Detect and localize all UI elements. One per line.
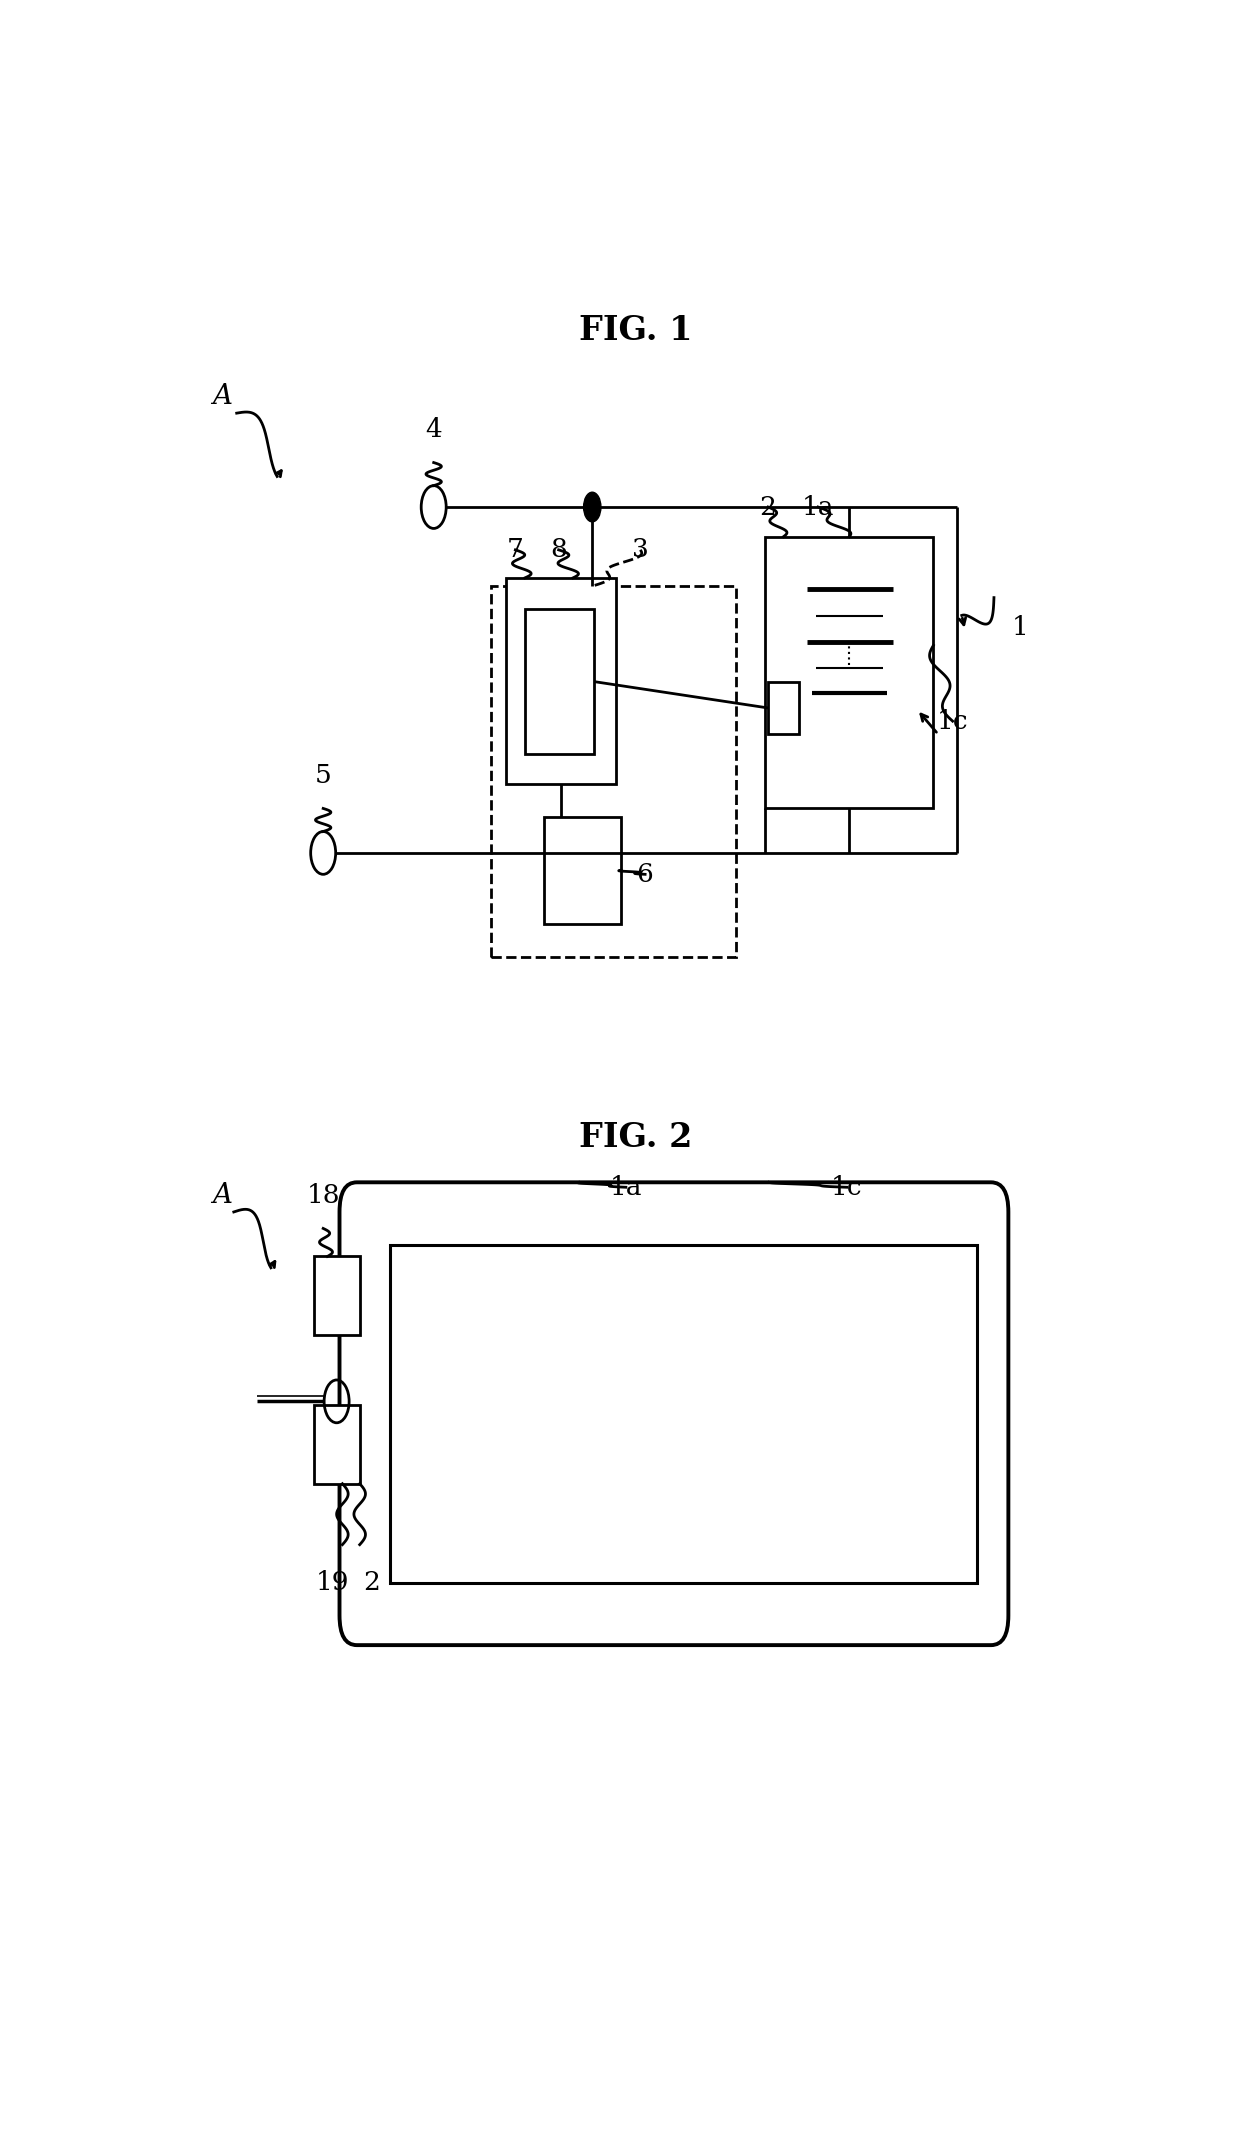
Text: 1c: 1c bbox=[936, 708, 968, 734]
Bar bbox=[391, 1245, 977, 1583]
Circle shape bbox=[584, 492, 601, 522]
Text: 1a: 1a bbox=[802, 494, 835, 520]
Text: 1a: 1a bbox=[610, 1174, 642, 1200]
Text: A: A bbox=[212, 383, 232, 411]
Text: 3: 3 bbox=[632, 537, 649, 563]
Text: 18: 18 bbox=[306, 1183, 340, 1209]
Text: FIG. 1: FIG. 1 bbox=[579, 314, 692, 347]
Bar bbox=[768, 682, 799, 734]
Bar bbox=[765, 537, 934, 809]
Text: A: A bbox=[212, 1183, 232, 1209]
Text: 8: 8 bbox=[551, 537, 567, 563]
Bar bbox=[544, 817, 621, 924]
Bar bbox=[506, 578, 616, 783]
FancyBboxPatch shape bbox=[340, 1183, 1008, 1645]
Text: 7: 7 bbox=[507, 537, 523, 563]
Text: 2: 2 bbox=[363, 1570, 379, 1596]
Text: 5: 5 bbox=[315, 764, 331, 787]
Text: 4: 4 bbox=[425, 417, 443, 443]
Text: 19: 19 bbox=[316, 1570, 350, 1596]
Bar bbox=[525, 610, 594, 755]
Text: 2: 2 bbox=[760, 494, 776, 520]
Text: 1: 1 bbox=[1012, 614, 1028, 640]
Text: 1c: 1c bbox=[831, 1174, 863, 1200]
Text: 6: 6 bbox=[636, 862, 653, 888]
Text: FIG. 2: FIG. 2 bbox=[579, 1121, 692, 1155]
Bar bbox=[314, 1405, 360, 1484]
Bar bbox=[491, 586, 737, 956]
Bar bbox=[314, 1256, 360, 1335]
